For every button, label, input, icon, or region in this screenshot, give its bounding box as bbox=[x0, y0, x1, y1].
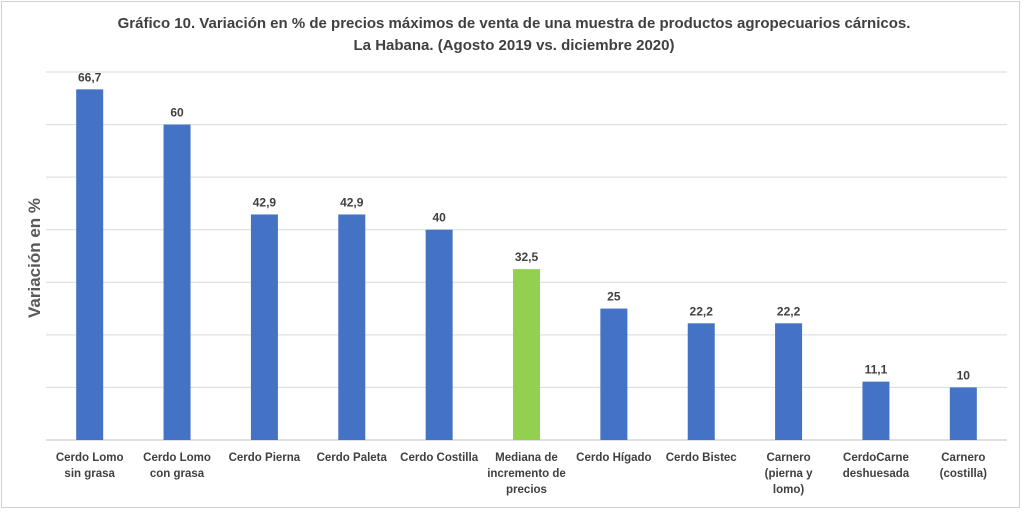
bar bbox=[163, 124, 191, 441]
x-tick-label: lomo) bbox=[773, 484, 804, 496]
data-label: 22,2 bbox=[690, 304, 714, 318]
x-tick-label: (pierna y bbox=[765, 468, 814, 480]
x-tick-label: sin grasa bbox=[64, 468, 115, 480]
x-tick-label: incremento de bbox=[487, 468, 566, 480]
data-label: 42,9 bbox=[340, 195, 364, 209]
x-tick-label: (costilla) bbox=[940, 468, 987, 480]
data-label: 25 bbox=[607, 290, 621, 304]
bar bbox=[513, 269, 540, 440]
x-tick-label: CerdoCarne bbox=[843, 452, 909, 464]
data-label: 10 bbox=[957, 368, 971, 382]
x-tick-label: Carnero bbox=[767, 452, 811, 464]
x-tick-label: Cerdo Lomo bbox=[56, 452, 124, 464]
bar bbox=[687, 323, 715, 440]
data-label: 11,1 bbox=[865, 363, 888, 377]
x-tick-label: Cerdo Costilla bbox=[400, 452, 479, 464]
x-tick-label: con grasa bbox=[150, 468, 205, 480]
x-tick-label: Cerdo Paleta bbox=[317, 452, 388, 464]
chart-title-line-1: Gráfico 10. Variación en % de precios má… bbox=[118, 15, 911, 32]
x-tick-label: deshuesada bbox=[843, 468, 910, 480]
bar bbox=[250, 214, 278, 440]
x-tick-label: Cerdo Lomo bbox=[143, 452, 211, 464]
bars bbox=[76, 89, 977, 441]
x-tick-label: Cerdo Bistec bbox=[666, 452, 738, 464]
data-label: 40 bbox=[432, 211, 446, 225]
x-tick-label: precios bbox=[506, 484, 547, 496]
x-axis-labels: Cerdo Lomo sin grasa Cerdo Lomo con grasa Ce… bbox=[56, 452, 987, 496]
data-label: 22,2 bbox=[777, 304, 801, 318]
bar bbox=[949, 387, 977, 440]
y-axis-label: Variación en % bbox=[25, 198, 44, 318]
data-label: 60 bbox=[170, 106, 184, 120]
bar bbox=[775, 323, 803, 440]
bar bbox=[76, 89, 104, 440]
data-label: 66,7 bbox=[78, 70, 102, 84]
bar bbox=[338, 214, 366, 440]
data-label: 42,9 bbox=[253, 195, 277, 209]
data-label: 32,5 bbox=[515, 250, 539, 264]
bar bbox=[600, 308, 628, 440]
data-labels: 66,7 60 42,9 42,9 40 32,5 25 22,2 22,2 11,1 10 bbox=[78, 70, 970, 382]
x-tick-label: Carnero bbox=[941, 452, 985, 464]
bar bbox=[862, 381, 890, 440]
chart-title-line-2: La Habana. (Agosto 2019 vs. diciembre 20… bbox=[354, 37, 675, 54]
x-tick-label: Cerdo Pierna bbox=[229, 452, 301, 464]
bar bbox=[425, 229, 453, 440]
x-tick-label: Cerdo Hígado bbox=[576, 452, 651, 464]
x-tick-label: Mediana de bbox=[495, 452, 558, 464]
